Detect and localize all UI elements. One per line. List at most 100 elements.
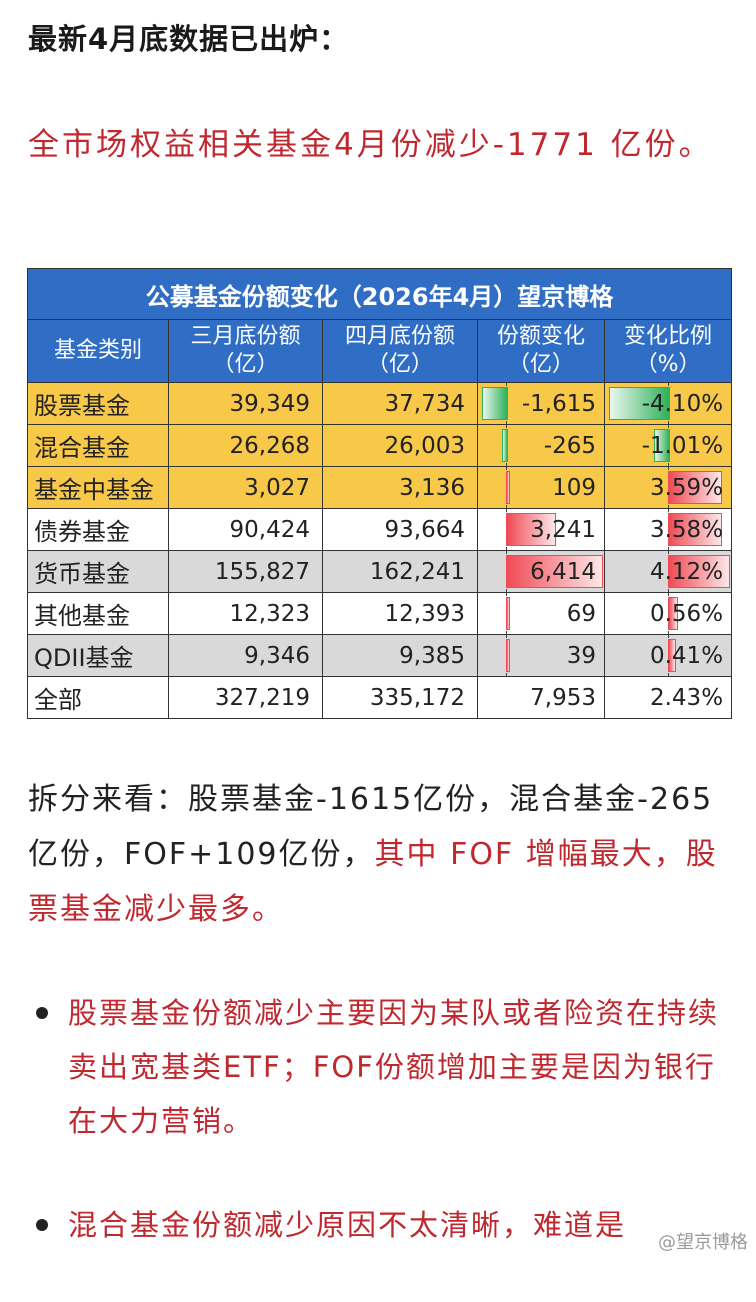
analysis-highlight: 其中 FOF 增幅最大，股票基金减少最多。 xyxy=(28,837,718,927)
march-share-cell: 90,424 xyxy=(168,508,323,551)
table-header-cell: 份额变化（亿） xyxy=(477,319,605,383)
cell-value: 155,827 xyxy=(214,558,310,585)
fund-category-cell: 货币基金 xyxy=(27,550,169,593)
cell-value: -1.01% xyxy=(641,432,724,459)
cell-value: 3.59% xyxy=(649,474,724,501)
fund-category-cell: QDII基金 xyxy=(27,634,169,677)
cell-value: 债券基金 xyxy=(34,518,130,546)
cell-value: QDII基金 xyxy=(34,644,134,672)
march-share-cell: 155,827 xyxy=(168,550,323,593)
cell-value: 股票基金 xyxy=(34,392,130,420)
april-share-cell: 93,664 xyxy=(322,508,478,551)
cell-value: 6,414 xyxy=(530,558,596,585)
databar xyxy=(505,639,510,672)
change-ratio-cell: -1.01% xyxy=(603,424,733,467)
march-share-cell: 39,349 xyxy=(168,382,323,425)
march-share-cell: 3,027 xyxy=(168,466,323,509)
cell-value: 69 xyxy=(566,600,596,627)
share-change-cell: -265 xyxy=(477,424,605,467)
cell-value: 3.58% xyxy=(649,516,724,543)
databar xyxy=(668,639,677,672)
cell-value: -265 xyxy=(543,432,596,459)
cell-value: 37,734 xyxy=(384,390,465,417)
fund-category-cell: 基金中基金 xyxy=(27,466,169,509)
cell-value: 7,953 xyxy=(530,684,596,711)
cell-value: 3,136 xyxy=(399,474,465,501)
cell-value: 全部 xyxy=(34,686,82,714)
change-ratio-cell: -4.10% xyxy=(603,382,733,425)
databar xyxy=(502,429,508,462)
databar xyxy=(668,471,723,504)
bullet-list: 股票基金份额减少主要因为某队或者险资在持续卖出宽基类ETF；FOF份额增加主要是… xyxy=(28,986,733,1302)
cell-value: 9,346 xyxy=(244,642,310,669)
databar xyxy=(505,471,510,504)
april-share-cell: 12,393 xyxy=(322,592,478,635)
table-row: 基金中基金 3,027 3,136 109 3.59% xyxy=(27,466,733,509)
april-share-cell: 26,003 xyxy=(322,424,478,467)
change-ratio-cell: 0.41% xyxy=(603,634,733,677)
table-row: 其他基金 12,323 12,393 69 0.56% xyxy=(27,592,733,635)
share-change-cell: 39 xyxy=(477,634,605,677)
change-ratio-cell: 2.43% xyxy=(603,676,733,719)
table-body: 股票基金 39,349 37,734 -1,615 -4.10% 混合基金 26,268 26… xyxy=(27,382,733,719)
bullet-text: 股票基金份额减少主要因为某队或者险资在持续卖出宽基类ETF；FOF份额增加主要是… xyxy=(68,996,720,1138)
databar xyxy=(653,429,671,462)
march-share-cell: 9,346 xyxy=(168,634,323,677)
fund-category-cell: 混合基金 xyxy=(27,424,169,467)
cell-value: 39,349 xyxy=(229,390,310,417)
databar xyxy=(668,513,723,546)
bullet-item: 股票基金份额减少主要因为某队或者险资在持续卖出宽基类ETF；FOF份额增加主要是… xyxy=(28,986,733,1148)
cell-value: 26,268 xyxy=(229,432,310,459)
table-row: 全部 327,219 335,172 7,953 2.43% xyxy=(27,676,733,719)
change-ratio-cell: 3.58% xyxy=(603,508,733,551)
table-header-cell: 三月底份额（亿） xyxy=(168,319,323,383)
share-change-cell: 109 xyxy=(477,466,605,509)
bullet-dot-icon xyxy=(36,1007,48,1019)
april-share-cell: 37,734 xyxy=(322,382,478,425)
cell-value: 混合基金 xyxy=(34,434,130,462)
cell-value: 12,323 xyxy=(229,600,310,627)
april-share-cell: 162,241 xyxy=(322,550,478,593)
change-ratio-cell: 4.12% xyxy=(603,550,733,593)
share-change-cell: 3,241 xyxy=(477,508,605,551)
analysis-text: 拆分来看：股票基金-1615亿份，混合基金-265 亿份，FOF+109亿份， xyxy=(28,782,714,872)
march-share-cell: 26,268 xyxy=(168,424,323,467)
cell-value: -4.10% xyxy=(641,390,724,417)
april-share-cell: 3,136 xyxy=(322,466,478,509)
fund-category-cell: 股票基金 xyxy=(27,382,169,425)
cell-value: 其他基金 xyxy=(34,602,130,630)
fund-category-cell: 全部 xyxy=(27,676,169,719)
watermark: @望京博格 xyxy=(658,1232,748,1253)
fund-share-table: 公募基金份额变化（2026年4月）望京博格 基金类别 三月底份额（亿） 四月底份额（… xyxy=(26,268,733,719)
table-header-cell: 基金类别 xyxy=(27,319,169,383)
change-ratio-cell: 0.56% xyxy=(603,592,733,635)
share-change-cell: -1,615 xyxy=(477,382,605,425)
cell-value: -1,615 xyxy=(521,390,596,417)
bullet-text: 混合基金份额减少原因不太清晰，难道是 xyxy=(68,1208,627,1242)
cell-value: 0.41% xyxy=(649,642,724,669)
cell-value: 0.56% xyxy=(649,600,724,627)
cell-value: 93,664 xyxy=(384,516,465,543)
table-title: 公募基金份额变化（2026年4月）望京博格 xyxy=(26,268,733,320)
table-header-cell: 变化比例（%） xyxy=(603,319,733,383)
fund-category-cell: 债券基金 xyxy=(27,508,169,551)
cell-value: 327,219 xyxy=(214,684,310,711)
cell-value: 26,003 xyxy=(384,432,465,459)
table-row: 混合基金 26,268 26,003 -265 -1.01% xyxy=(27,424,733,467)
share-change-cell: 69 xyxy=(477,592,605,635)
databar xyxy=(505,513,556,546)
table-row: QDII基金 9,346 9,385 39 0.41% xyxy=(27,634,733,677)
databar xyxy=(668,597,679,630)
table-row: 货币基金 155,827 162,241 6,414 4.12% xyxy=(27,550,733,593)
table-header-row: 基金类别 三月底份额（亿） 四月底份额（亿） 份额变化（亿） 变化比例（%） xyxy=(27,319,733,383)
cell-value: 109 xyxy=(552,474,596,501)
cell-value: 39 xyxy=(566,642,596,669)
cell-value: 162,241 xyxy=(369,558,465,585)
databar xyxy=(609,387,671,420)
table-row: 股票基金 39,349 37,734 -1,615 -4.10% xyxy=(27,382,733,425)
share-change-cell: 7,953 xyxy=(477,676,605,719)
cell-value: 货币基金 xyxy=(34,560,130,588)
databar xyxy=(505,555,603,588)
share-change-cell: 6,414 xyxy=(477,550,605,593)
article-heading: 最新4月底数据已出炉： xyxy=(28,22,350,56)
